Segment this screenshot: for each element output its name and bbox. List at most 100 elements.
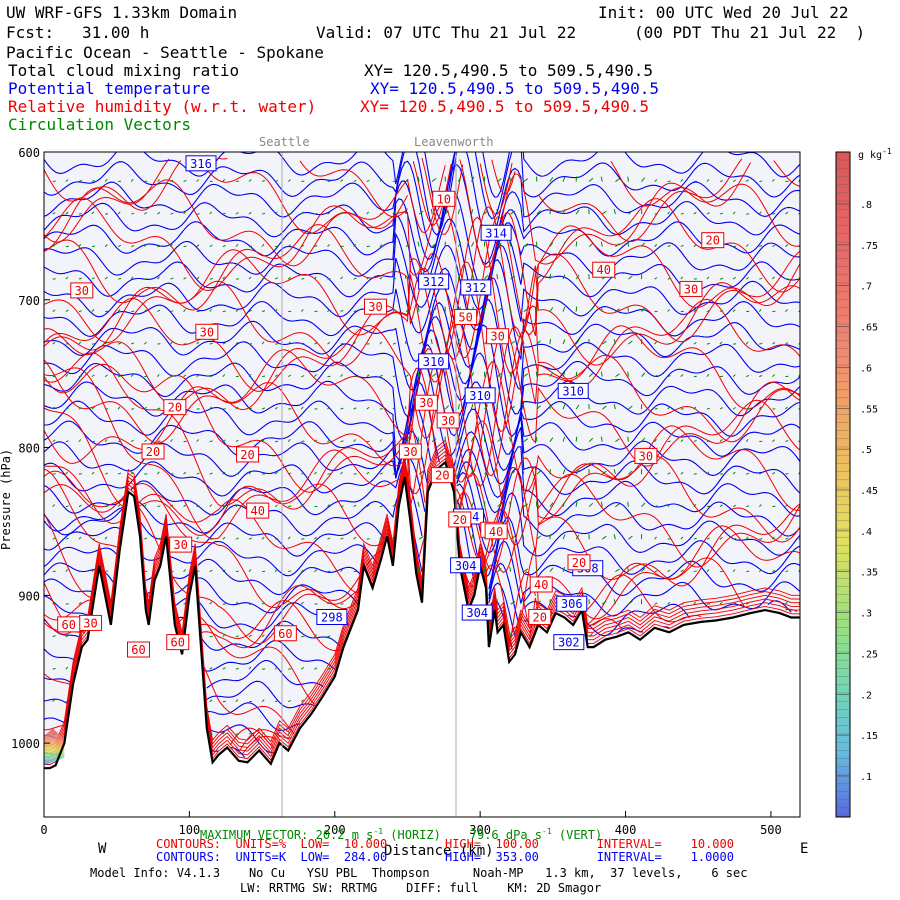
rh-contour-label: 30: [398, 443, 422, 460]
vector-arrow: [209, 569, 213, 573]
vector-arrow: [104, 244, 108, 247]
vector-arrow: [575, 436, 578, 442]
vector-arrow: [300, 601, 304, 605]
svg-text:20: 20: [240, 448, 254, 462]
vector-arrow: [183, 504, 187, 508]
vector-arrow: [235, 309, 239, 312]
vector-arrow: [562, 209, 566, 215]
svg-text:314: 314: [485, 226, 507, 240]
vector-arrow: [706, 505, 710, 508]
vector-arrow: [627, 501, 629, 507]
colorbar-tick-label: .15: [860, 731, 878, 742]
vector-arrow: [549, 404, 551, 410]
vector-arrow: [52, 699, 55, 703]
vector-arrow: [52, 635, 56, 638]
vector-arrow: [693, 309, 697, 312]
rh-contour-label: 30: [195, 323, 219, 340]
vector-arrow: [392, 342, 396, 345]
vector-arrow: [78, 179, 82, 183]
vector-arrow: [235, 601, 239, 605]
vector-arrow: [91, 245, 95, 248]
vector-arrow: [470, 371, 475, 377]
vector-arrow: [274, 471, 278, 475]
vector-arrow: [248, 373, 252, 377]
vector-arrow: [143, 244, 147, 247]
vector-arrow: [706, 309, 710, 313]
vector-arrow: [522, 339, 525, 345]
rh-contour-label: 60: [57, 616, 81, 633]
theta-contour-label: 304: [461, 604, 493, 621]
valid-local-time: (00 PDT Thu 21 Jul 22 ): [634, 23, 866, 42]
vector-arrow: [523, 178, 529, 182]
vector-arrow: [235, 667, 239, 670]
vector-arrow: [549, 567, 554, 572]
vector-arrow: [65, 569, 69, 573]
vector-arrow: [404, 276, 407, 280]
vector-arrow: [104, 505, 109, 508]
colorbar-tick-label: .3: [860, 609, 872, 620]
vector-arrow: [575, 404, 580, 410]
vector-arrow: [274, 211, 278, 215]
vector-arrow: [222, 310, 226, 313]
colorbar-tick-label: .35: [860, 568, 878, 579]
vector-arrow: [417, 176, 420, 182]
vector-arrow: [379, 244, 383, 247]
svg-text:40: 40: [489, 525, 503, 539]
vector-arrow: [785, 309, 788, 312]
vector-arrow: [91, 211, 95, 215]
x-right-label: E: [800, 841, 809, 857]
vector-arrow: [78, 213, 82, 215]
theta-line: [44, 677, 315, 709]
colorbar-tick-label: .55: [860, 404, 878, 415]
vector-arrow: [785, 406, 788, 410]
vector-arrow: [288, 472, 292, 475]
vector-arrow: [496, 599, 499, 605]
vector-arrow: [457, 274, 460, 280]
vector-arrow: [600, 436, 603, 442]
vector-arrow: [549, 372, 554, 377]
svg-text:30: 30: [419, 396, 433, 410]
vector-arrow: [300, 406, 304, 410]
vector-arrow: [209, 308, 212, 312]
vector-arrow: [785, 211, 789, 215]
vector-arrow: [183, 211, 186, 215]
vector-arrow: [118, 278, 122, 280]
theta-line: [44, 244, 800, 351]
vector-arrow: [522, 534, 525, 540]
vector-arrow: [785, 244, 789, 247]
field-rh-xy: XY= 120.5,490.5 to 509.5,490.5: [360, 97, 649, 116]
vector-arrow: [261, 407, 266, 410]
vector-arrow: [274, 504, 278, 508]
vector-arrow: [600, 176, 603, 182]
model-physics: LW: RRTMG SW: RRTMG DIFF: full KM: 2D Sm…: [240, 881, 602, 895]
rh-surface-line: [44, 446, 800, 754]
vector-arrow: [209, 375, 213, 378]
vector-arrow: [509, 436, 512, 442]
vector-arrow: [78, 407, 82, 410]
vector-arrow: [340, 440, 344, 443]
vector-arrow: [78, 504, 82, 508]
svg-text:50: 50: [458, 311, 472, 325]
vector-arrow: [261, 243, 265, 247]
vector-arrow: [509, 306, 512, 312]
vector-arrow: [470, 404, 474, 410]
colorbar-tick-label: .8: [860, 200, 872, 211]
vector-arrow: [261, 536, 265, 540]
vector-arrow: [509, 371, 512, 377]
vector-arrow: [235, 504, 239, 507]
vector-arrow: [693, 211, 697, 215]
vector-arrow: [131, 245, 135, 248]
colorbar-tick-label: .4: [860, 527, 872, 538]
vector-arrow: [746, 505, 750, 508]
vector-arrow: [183, 602, 187, 605]
vector-arrow: [497, 308, 502, 312]
vector-arrow: [288, 570, 292, 573]
rh-contour-label: 20: [163, 399, 187, 416]
vector-arrow: [562, 501, 566, 507]
vector-arrow: [52, 244, 56, 247]
rh-contour-label: 60: [127, 641, 150, 658]
domain-title: UW WRF-GFS 1.33km Domain: [6, 3, 238, 22]
rh-line: [44, 159, 800, 268]
vector-arrow: [170, 179, 174, 183]
vector-arrow: [693, 570, 697, 573]
